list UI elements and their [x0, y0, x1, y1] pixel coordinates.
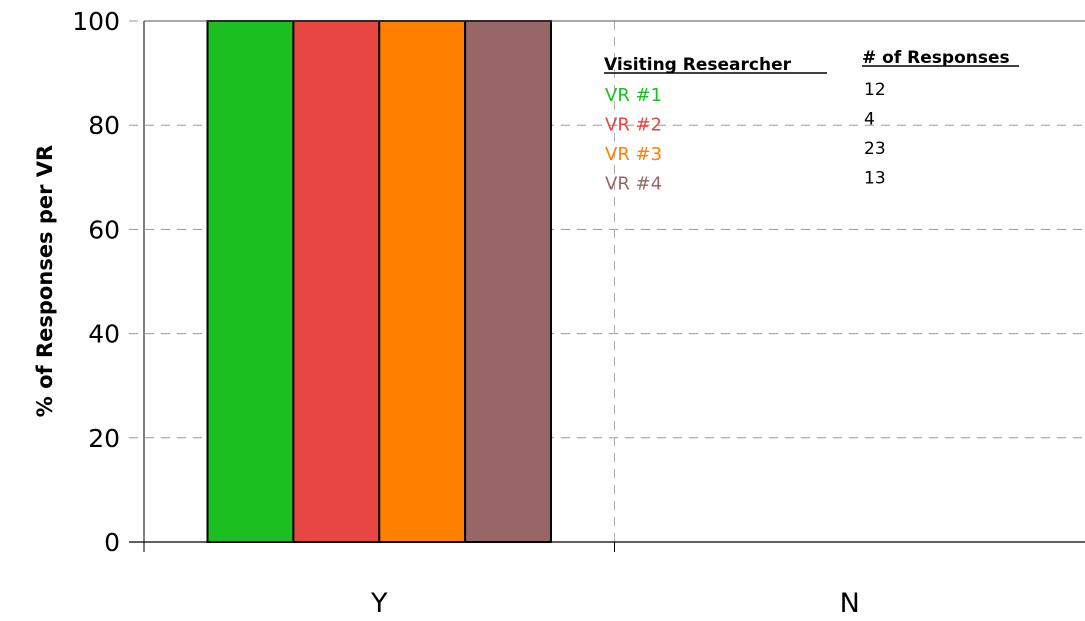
legend-count-vr4: 13 [864, 169, 886, 189]
legend: Visiting Researcher # of Responses VR #1… [604, 48, 1019, 195]
legend-count-vr3: 23 [864, 139, 886, 159]
y-tick-label-80: 80 [88, 111, 120, 140]
y-tick-label-40: 40 [88, 320, 120, 349]
legend-item-vr3: VR #3 [605, 144, 662, 165]
y-tick-label-0: 0 [104, 528, 120, 557]
y-tick-label-60: 60 [88, 215, 120, 244]
bar-Y-vr1 [206, 20, 295, 543]
axes [129, 20, 1085, 552]
y-axis-title: % of Responses per VR [33, 145, 57, 417]
grid-lines [129, 20, 1085, 542]
bar-Y-vr3 [378, 20, 467, 543]
legend-count-vr1: 12 [864, 80, 886, 100]
legend-item-vr4: VR #4 [605, 174, 662, 195]
legend-header-researcher: Visiting Researcher [604, 55, 792, 75]
x-category-label-n: N [840, 588, 860, 619]
legend-item-vr2: VR #2 [605, 115, 662, 136]
x-category-label-y: Y [370, 588, 388, 619]
legend-item-vr1: VR #1 [605, 85, 662, 106]
legend-header-responses: # of Responses [862, 48, 1010, 68]
y-tick-label-100: 100 [72, 7, 120, 36]
bar-Y-vr4 [464, 20, 552, 543]
legend-count-vr2: 4 [864, 110, 875, 130]
y-tick-label-20: 20 [88, 424, 120, 453]
bars [206, 20, 552, 543]
bar-Y-vr2 [292, 20, 381, 543]
y-tick-labels: 0 20 40 60 80 100 [72, 7, 120, 557]
